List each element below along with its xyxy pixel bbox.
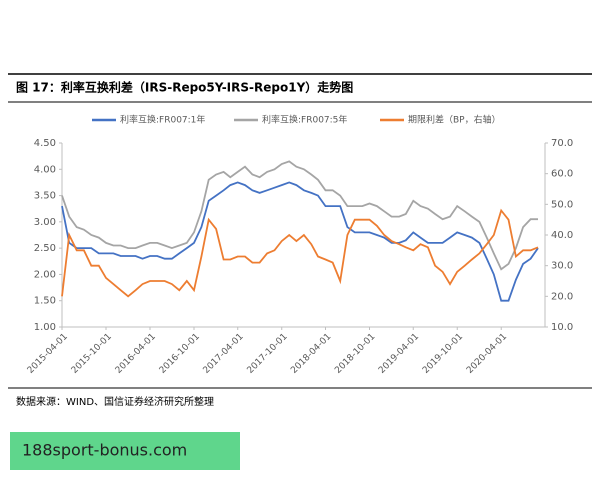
- banner-bg: [10, 432, 240, 470]
- y-tick-label: 4.00: [34, 164, 56, 175]
- y-tick-label: 4.50: [34, 138, 56, 149]
- y-tick-label: 1.50: [34, 296, 56, 307]
- y2-tick-label: 40.0: [551, 230, 573, 241]
- y-tick-label: 2.00: [34, 269, 56, 280]
- legend-label: 期限利差（BP，右轴）: [408, 114, 501, 126]
- y-tick-label: 2.50: [34, 243, 56, 254]
- x-tick-label: 2016-04-01: [114, 332, 158, 376]
- x-tick-label: 2020-04-01: [465, 332, 509, 376]
- x-tick-label: 2019-04-01: [377, 332, 421, 376]
- y2-tick-label: 10.0: [551, 322, 573, 333]
- y-tick-label: 3.00: [34, 217, 56, 228]
- source: 数据来源：WIND、国信证券经济研究所整理: [16, 395, 214, 408]
- x-tick-label: 2016-10-01: [158, 332, 202, 376]
- series-line: [61, 208, 539, 298]
- x-tick-label: 2015-04-01: [26, 332, 70, 376]
- y2-tick-label: 20.0: [551, 291, 573, 302]
- series-line: [61, 160, 538, 271]
- x-tick-label: 2017-10-01: [246, 332, 290, 376]
- caption: 图 17：利率互换利差（IRS-Repo5Y-IRS-Repo1Y）走势图: [16, 80, 353, 95]
- y-tick-label: 1.00: [34, 322, 56, 333]
- y2-tick-label: 70.0: [551, 138, 573, 149]
- y2-tick-label: 60.0: [551, 169, 573, 180]
- x-tick-label: 2018-04-01: [289, 332, 333, 376]
- y2-tick-label: 30.0: [551, 261, 573, 272]
- x-tick-label: 2017-04-01: [202, 332, 246, 376]
- legend-label: 利率互换:FR007:1年: [120, 114, 205, 126]
- legend-label: 利率互换:FR007:5年: [262, 114, 347, 126]
- banner: 188sport-bonus.com: [22, 441, 187, 460]
- y-tick-label: 3.50: [34, 191, 56, 202]
- x-tick-label: 2015-10-01: [70, 332, 114, 376]
- x-tick-label: 2019-10-01: [421, 332, 465, 376]
- y2-tick-label: 50.0: [551, 199, 573, 210]
- x-tick-label: 2018-10-01: [333, 332, 377, 376]
- series-line: [61, 181, 539, 302]
